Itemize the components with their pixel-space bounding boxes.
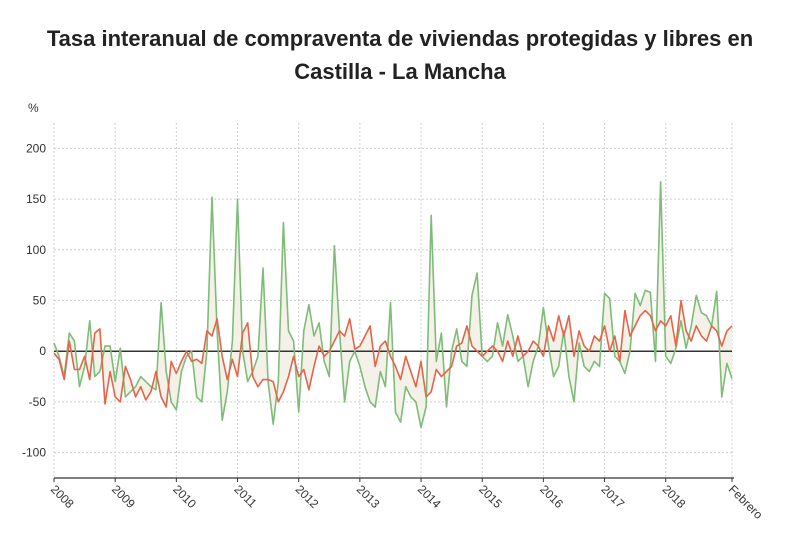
- x-tick-label: 2015: [476, 482, 505, 511]
- y-tick-label: -50: [29, 395, 47, 409]
- y-tick-label: 0: [39, 344, 46, 358]
- x-tick-label: 2010: [170, 482, 199, 511]
- x-axis-ticks: 2008 2009 2010 2011 2012 2013 2014 2015 2016 2017…: [48, 478, 766, 522]
- y-tick-label: 200: [26, 141, 46, 155]
- y-tick-label: 100: [26, 243, 46, 257]
- series-line-libres: [53, 299, 733, 408]
- chart-title-line-2: Castilla - La Mancha: [294, 59, 506, 84]
- x-tick-label: 2013: [354, 482, 383, 511]
- x-tick-label: 2012: [293, 482, 322, 511]
- x-tick-label: 2016: [537, 482, 566, 511]
- chart-title-line-1: Tasa interanual de compraventa de vivien…: [46, 26, 754, 51]
- y-tick-label: 150: [26, 192, 46, 206]
- y-axis-ticks: -100 -50 0 50 100 150 200: [22, 141, 46, 459]
- x-tick-label: 2017: [598, 482, 627, 511]
- x-tick-label: 2011: [231, 482, 259, 510]
- series-line-protegidas: [53, 181, 733, 429]
- x-tick-label: 2014: [415, 482, 444, 511]
- x-tick-label: 2008: [48, 482, 77, 511]
- chart-title: Tasa interanual de compraventa de vivien…: [0, 22, 800, 88]
- y-tick-label: -100: [22, 446, 46, 460]
- grid-lines: [53, 123, 733, 478]
- y-tick-label: 50: [33, 294, 47, 308]
- x-tick-label: 2009: [109, 482, 138, 511]
- x-tick-label: Febrero: [726, 482, 766, 522]
- x-tick-label: 2018: [660, 482, 689, 511]
- y-axis-unit-label: %: [28, 101, 39, 115]
